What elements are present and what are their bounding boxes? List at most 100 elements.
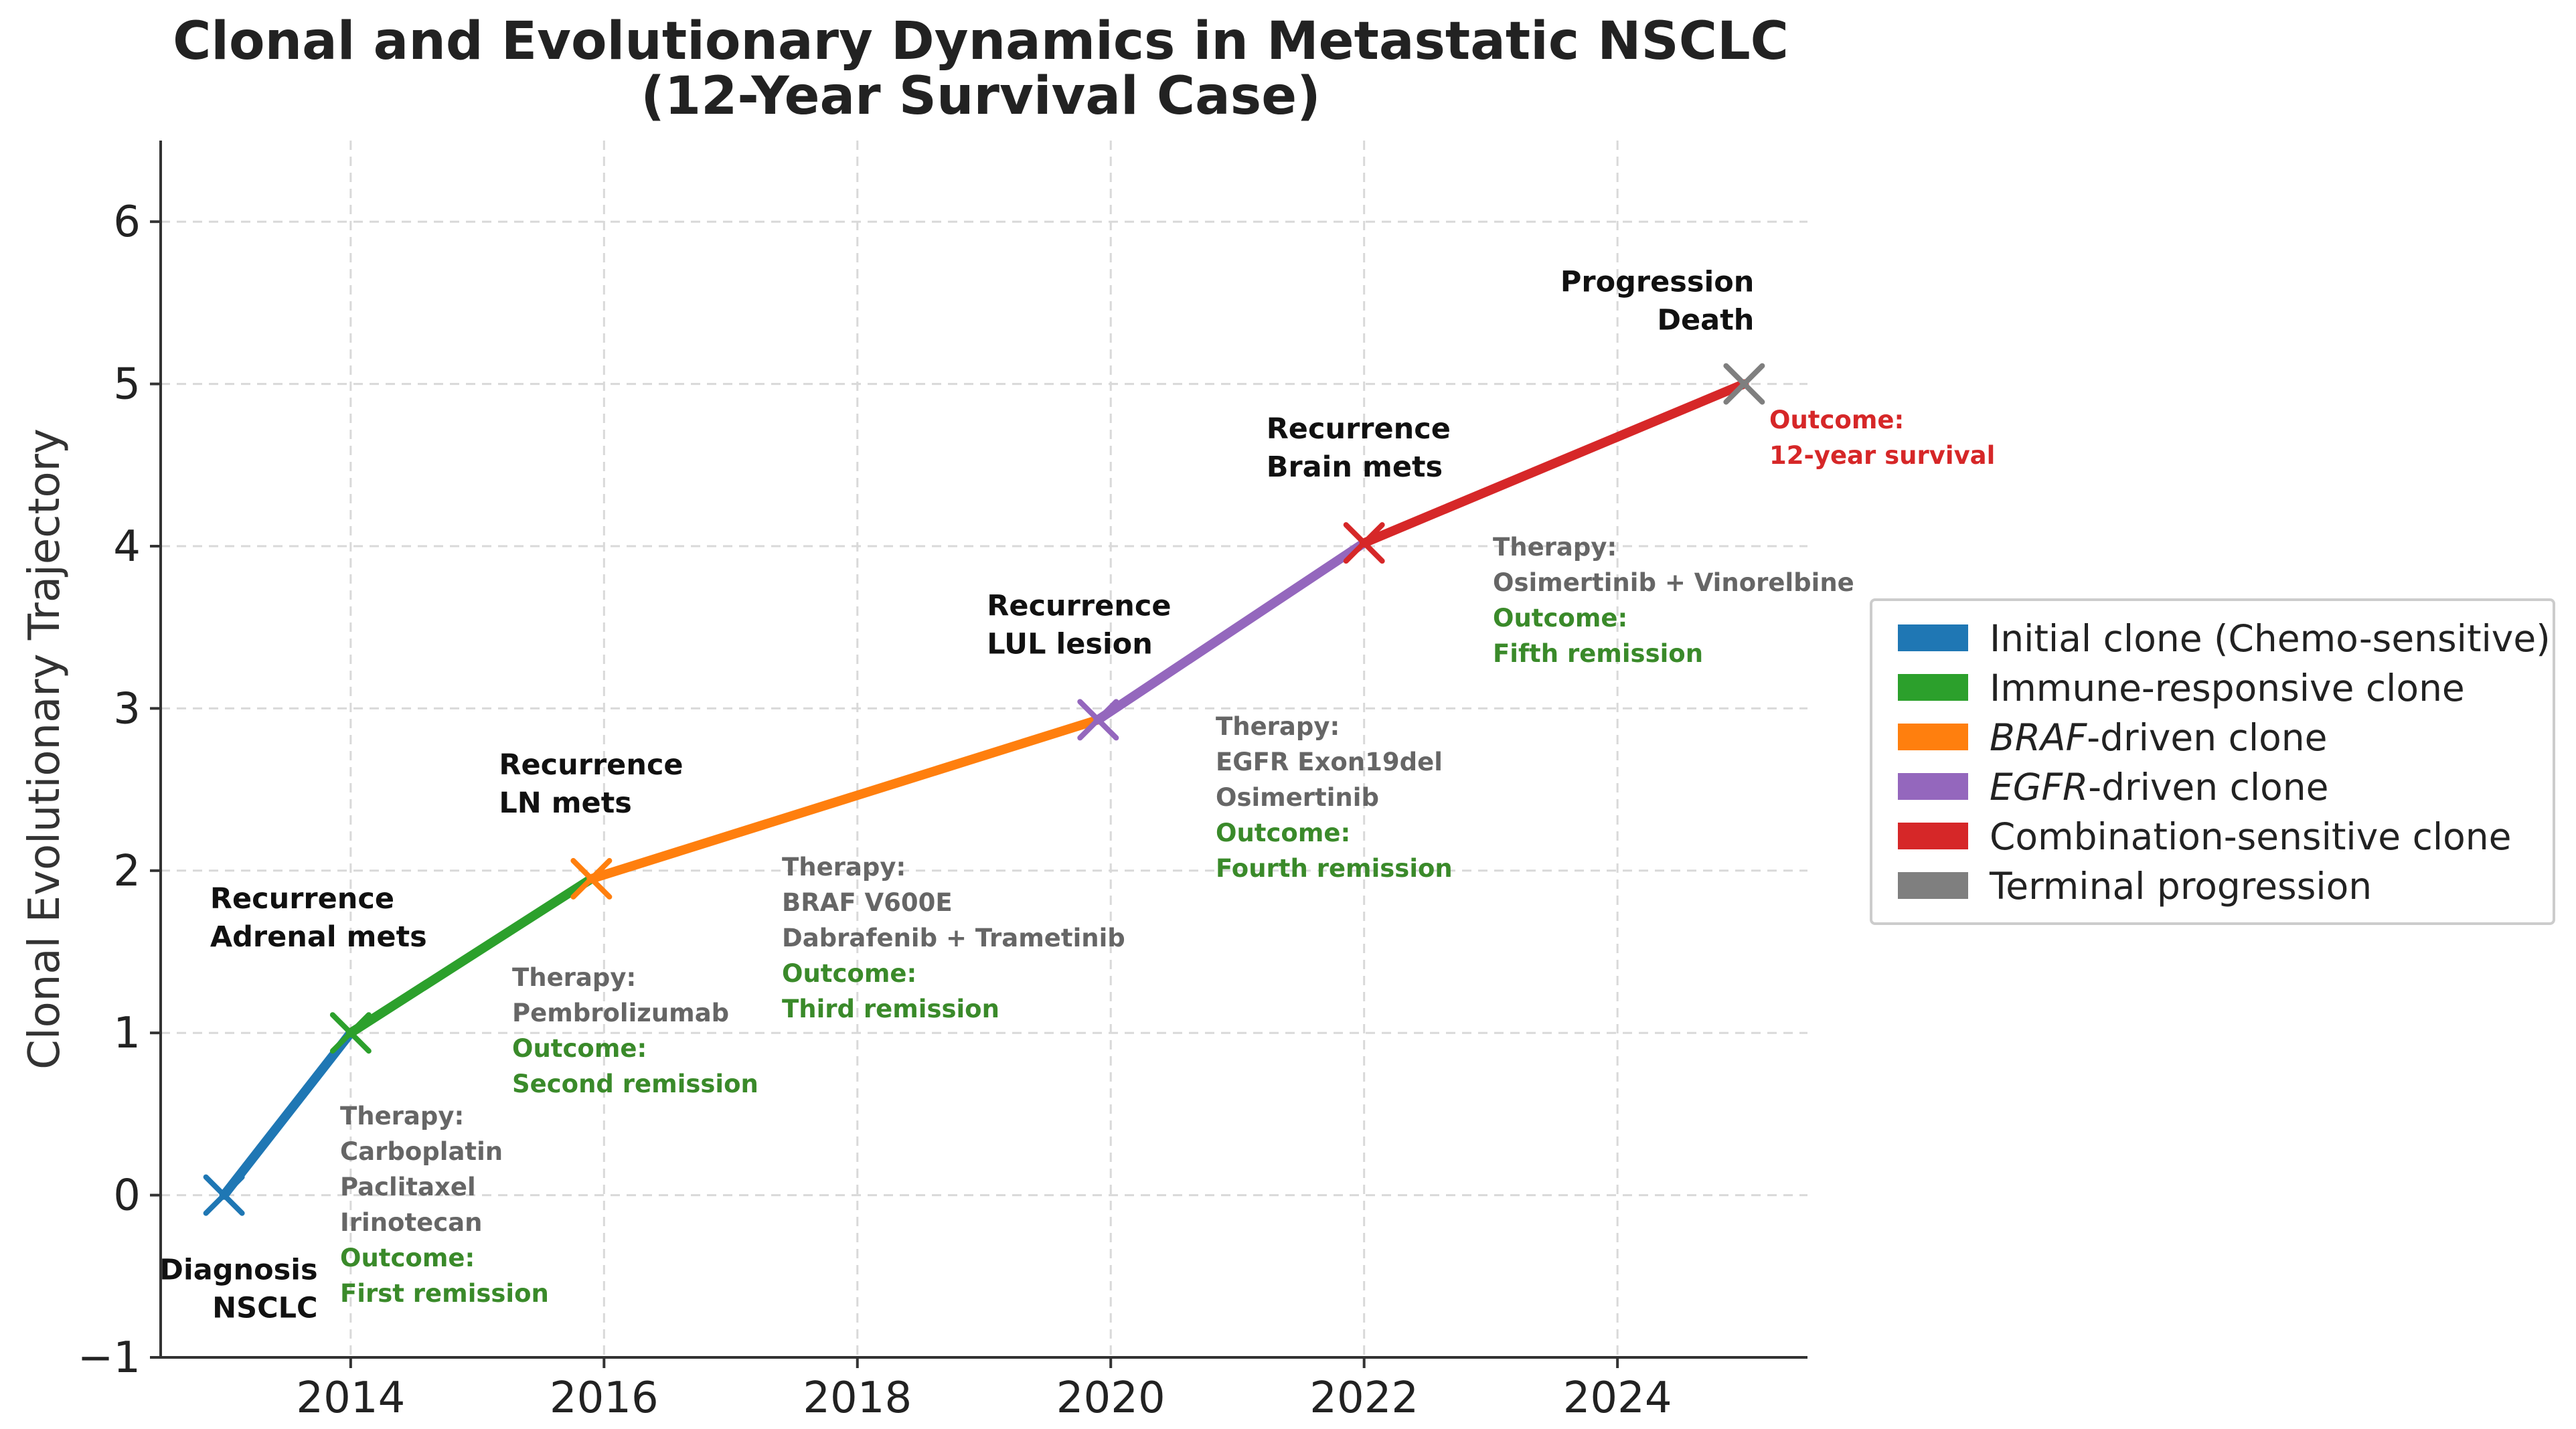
therapy-header: Therapy:	[340, 1102, 464, 1130]
legend-entry-text: Immune-responsive clone	[1990, 667, 2465, 709]
therapy-drug: Osimertinib + Vinorelbine	[1493, 568, 1854, 597]
therapy-header: Therapy:	[1493, 533, 1617, 562]
therapy-annotation: Outcome: 12-year survival	[1769, 406, 1995, 470]
therapy-annotation: Therapy: Carboplatin Paclitaxel Irinotecan O…	[340, 1102, 549, 1308]
therapy-annotation: Therapy: EGFR Exon19del Osimertinib Outcome…	[1216, 712, 1453, 883]
y-axis-label: Clonal Evolutionary Trajectory	[20, 428, 70, 1070]
y-tick-label: 4	[113, 522, 141, 572]
series-segment	[1093, 538, 1369, 725]
legend-entry-text: -driven clone	[2087, 716, 2327, 759]
event-label: Recurrence	[499, 748, 683, 782]
series-segment	[345, 873, 596, 1038]
legend-entry: Combination-sensitive clone	[1990, 815, 2511, 858]
x-tick-label: 2020	[1056, 1373, 1165, 1423]
therapy-drug: Pembrolizumab	[512, 999, 729, 1027]
therapy-header: Therapy:	[512, 963, 636, 992]
y-tick-label: 6	[113, 197, 141, 247]
title-line: Clonal and Evolutionary Dynamics in Meta…	[173, 11, 1789, 72]
marker-stroke	[1723, 363, 1765, 405]
therapy-outcome: Outcome:	[512, 1034, 647, 1063]
therapy-outcome: Outcome:	[1493, 604, 1627, 633]
legend-entry-italic: EGFR	[1990, 766, 2088, 809]
markers	[203, 363, 1765, 1216]
legend-entry: BRAF-driven clone	[1990, 716, 2327, 759]
event-label: LN mets	[499, 786, 631, 820]
data-point-marker	[570, 857, 613, 900]
marker-stroke	[1077, 699, 1119, 741]
y-tick-label: 0	[113, 1171, 141, 1221]
y-tick-label: 3	[113, 684, 141, 734]
event-label: Progression	[1560, 266, 1755, 299]
x-tick-label: 2024	[1563, 1373, 1672, 1423]
legend-box	[1870, 598, 2555, 925]
legend: Initial clone (Chemo-sensitive) Immune-re…	[1870, 598, 2555, 925]
event-label: Diagnosis	[159, 1254, 317, 1287]
data-point-marker	[203, 1174, 245, 1216]
therapy-drug: Osimertinib	[1216, 783, 1379, 812]
legend-swatch	[1898, 624, 1968, 651]
event-label: NSCLC	[212, 1292, 317, 1325]
marker-stroke	[570, 857, 613, 900]
event-label: Recurrence	[987, 589, 1171, 622]
y-tick-label: 1	[113, 1009, 141, 1058]
legend-swatch	[1898, 872, 1968, 899]
axes: 2014 2016 2018 2020 2022 2024 −1 0 1 2 3 4 5 6 Clonal …	[20, 141, 1807, 1423]
y-tick-label: −1	[78, 1333, 141, 1383]
series-segment	[219, 1028, 355, 1200]
therapy-outcome: Fourth remission	[1216, 854, 1453, 883]
therapy-header: Therapy:	[782, 853, 906, 881]
event-label: Recurrence	[1267, 412, 1451, 446]
marker-stroke	[329, 1012, 372, 1054]
data-point-marker	[1723, 363, 1765, 405]
legend-swatch	[1898, 674, 1968, 701]
y-tick-label: 2	[113, 847, 141, 896]
legend-entry: Immune-responsive clone	[1990, 667, 2465, 709]
therapy-outcome: Fifth remission	[1493, 639, 1703, 668]
marker-stroke	[203, 1174, 245, 1216]
therapy-annotation: Therapy: BRAF V600E Dabrafenib + Trametini…	[782, 853, 1125, 1023]
event-label: Adrenal mets	[210, 920, 427, 954]
therapy-drug: BRAF V600E	[782, 888, 953, 917]
title-line: (12-Year Survival Case)	[641, 66, 1321, 127]
legend-entry-text: -driven clone	[2088, 766, 2328, 809]
legend-entry: EGFR-driven clone	[1990, 766, 2328, 809]
therapy-outcome: Outcome:	[782, 959, 916, 988]
event-labels: Diagnosis NSCLC Recurrence Adrenal mets Recu…	[159, 266, 1754, 1325]
therapy-drug: Irinotecan	[340, 1208, 482, 1237]
legend-entry: Initial clone (Chemo-sensitive)	[1990, 617, 2551, 660]
legend-entry-text: Combination-sensitive clone	[1990, 815, 2511, 858]
event-label: Death	[1657, 304, 1754, 337]
therapy-outcome: Outcome:	[1216, 819, 1350, 847]
event-label: Recurrence	[210, 882, 394, 916]
therapy-outcome: Outcome:	[1769, 406, 1904, 434]
therapy-outcome: Outcome:	[340, 1244, 475, 1272]
event-label: LUL lesion	[987, 627, 1153, 661]
legend-swatch	[1898, 773, 1968, 800]
x-tick-label: 2022	[1309, 1373, 1419, 1423]
data-point-marker	[1077, 699, 1119, 741]
legend-entry-italic: BRAF	[1990, 716, 2088, 759]
legend-entry-text: Initial clone (Chemo-sensitive)	[1990, 617, 2551, 660]
legend-swatch	[1898, 724, 1968, 750]
event-label: Brain mets	[1267, 450, 1443, 484]
therapy-annotation: Therapy: Osimertinib + Vinorelbine Outcome…	[1493, 533, 1854, 668]
therapy-header: Therapy:	[1216, 712, 1340, 741]
therapy-drug: Dabrafenib + Trametinib	[782, 924, 1125, 952]
x-tick-label: 2014	[296, 1373, 405, 1423]
data-point-marker	[329, 1012, 372, 1054]
therapy-drug: EGFR Exon19del	[1216, 748, 1443, 776]
chart-title: Clonal and Evolutionary Dynamics in Meta…	[173, 11, 1789, 127]
series-segment	[586, 715, 1103, 884]
marker-stroke	[1343, 522, 1385, 564]
legend-swatch	[1898, 823, 1968, 849]
therapy-drug: Carboplatin	[340, 1137, 503, 1166]
series-segment	[1359, 379, 1749, 548]
therapy-outcome: Third remission	[782, 995, 999, 1023]
therapy-outcome: Second remission	[512, 1070, 758, 1098]
y-tick-label: 5	[113, 360, 141, 410]
x-tick-label: 2016	[550, 1373, 659, 1423]
legend-entry: Terminal progression	[1989, 865, 2372, 908]
therapy-outcome: First remission	[340, 1279, 549, 1308]
therapy-drug: Paclitaxel	[340, 1173, 476, 1201]
